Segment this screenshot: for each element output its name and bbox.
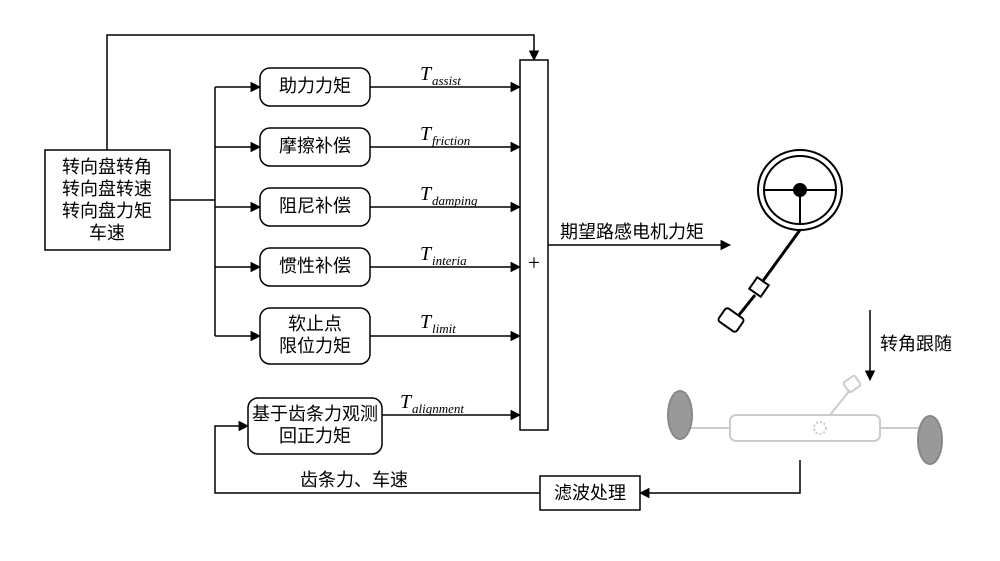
- sum-bar: [520, 60, 548, 430]
- inputs-line3: 转向盘力矩: [62, 201, 152, 221]
- svg-text:assist: assist: [432, 73, 461, 88]
- inputs-line2: 转向盘转速: [62, 179, 152, 199]
- svg-text:damping: damping: [432, 193, 478, 208]
- output-torque-label: 期望路感电机力矩: [560, 222, 704, 242]
- t-limit-label: T limit: [420, 311, 456, 336]
- rack-speed-label: 齿条力、车速: [300, 470, 408, 490]
- t-friction-label: T friction: [420, 123, 470, 148]
- sum-symbol: +: [528, 250, 540, 275]
- alignment-line1: 基于齿条力观测: [252, 404, 378, 424]
- alignment-line2: 回正力矩: [279, 426, 351, 446]
- limit-line1: 软止点: [288, 314, 342, 334]
- interia-label: 惯性补偿: [279, 256, 351, 276]
- filter-label: 滤波处理: [554, 483, 626, 503]
- t-interia-label: T interia: [420, 243, 467, 268]
- friction-label: 摩擦补偿: [279, 136, 351, 156]
- svg-text:interia: interia: [432, 253, 467, 268]
- inputs-line1: 转向盘转角: [62, 157, 152, 177]
- inputs-line4: 车速: [89, 223, 125, 243]
- svg-text:limit: limit: [432, 321, 456, 336]
- assist-label: 助力力矩: [279, 76, 351, 96]
- rack-axle-icon: [668, 375, 942, 464]
- angle-follow-label: 转角跟随: [880, 334, 952, 354]
- rack-to-filter: [640, 460, 800, 493]
- damping-label: 阻尼补偿: [279, 196, 351, 216]
- svg-text:alignment: alignment: [412, 401, 464, 416]
- steering-wheel-icon: [717, 150, 842, 333]
- t-alignment-label: T alignment: [400, 391, 464, 416]
- svg-text:friction: friction: [432, 133, 470, 148]
- t-damping-label: T damping: [420, 183, 478, 208]
- limit-line2: 限位力矩: [279, 336, 351, 356]
- t-assist-label: T assist: [420, 63, 461, 88]
